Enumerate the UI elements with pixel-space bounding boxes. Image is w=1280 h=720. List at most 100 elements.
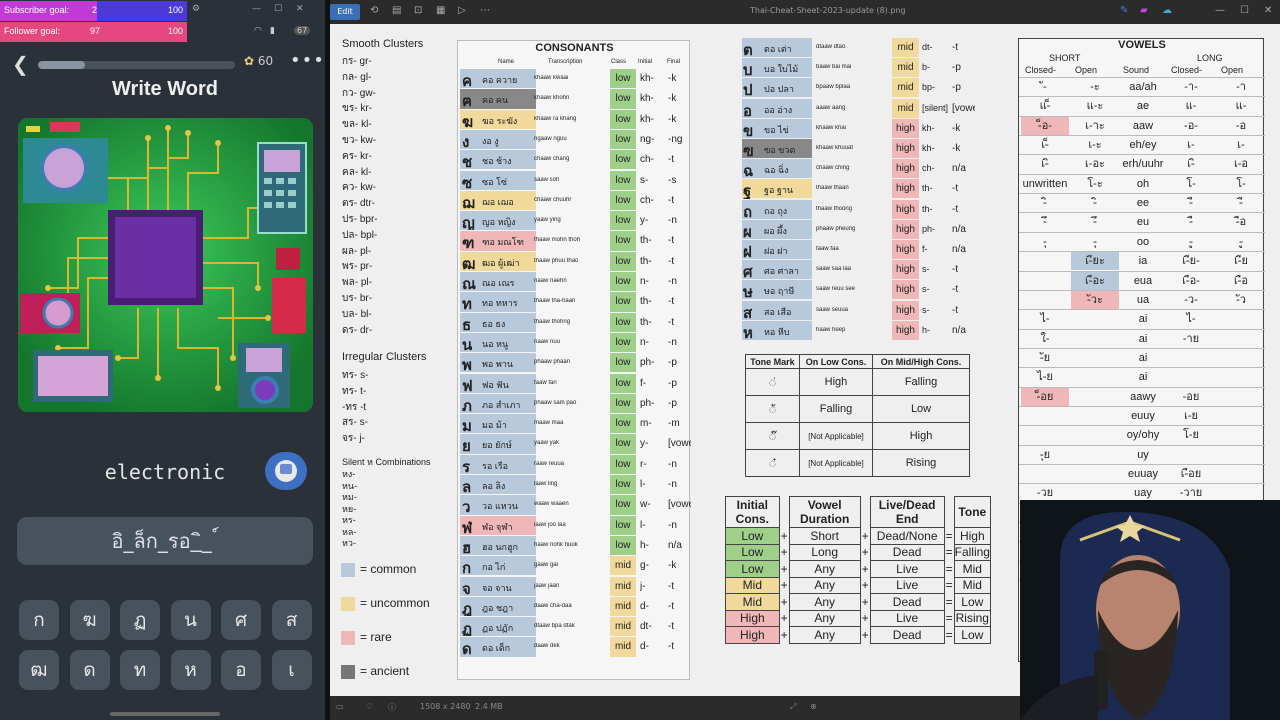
consonant-transcription: chaaw ching [816,165,850,172]
vowel-cell: -ี [1239,197,1243,210]
keyboard-key[interactable]: เ [271,650,312,690]
consonant-letter: ท [462,296,472,312]
minimize-icon[interactable]: — [252,4,261,14]
zoom-icon[interactable]: ⊕ [810,702,817,711]
consonant-class: high [892,118,919,138]
consonant-initial: h- [640,539,649,551]
rule-operator: + [861,594,869,609]
consonant-letter: ญ [462,215,475,231]
consonant-final: -p [952,62,961,74]
keyboard-key[interactable]: ท [120,650,160,690]
back-arrow-icon[interactable]: ❮ [12,52,29,76]
consonant-name: ฏอ ปฏัก [482,623,514,634]
consonant-transcription: raaw reuua [534,460,565,467]
audio-play-button[interactable] [265,452,307,490]
keyboard-key[interactable]: ส [271,600,312,640]
vowel-cell: -ือ [1235,216,1247,229]
consonant-class: mid [610,637,636,657]
consonant-letter: บ [743,62,753,79]
rule-operator: + [780,528,788,543]
consonant-final: -ng [668,133,683,145]
answer-field[interactable]: อิ_ล็ก_รอ_ิ_ ์ [17,517,313,565]
consonant-name: ออ อ่าง [764,104,793,115]
minimize-window-icon[interactable]: — [1215,5,1225,16]
vowel-cell [1217,407,1265,425]
tone-header: On Low Cons. [798,354,874,369]
delete-icon[interactable]: ▤ [392,5,402,16]
vowel-cell: -ัวะ [1071,290,1119,310]
consonant-row: ส สอ เสือ saaw seuua high s- -t [740,300,975,321]
keyboard-key[interactable]: ศ [221,600,261,640]
vowel-cell: -ู [1239,235,1243,248]
vowel-cell: -อ [1235,119,1247,132]
keyboard-key[interactable]: อ [221,650,261,690]
fit-icon[interactable]: ⤢ [790,702,797,711]
close-icon[interactable]: ✕ [296,4,304,14]
slideshow-icon[interactable]: ▷ [458,5,466,16]
consonant-transcription: khaaw kwaai [534,75,569,81]
keyboard-key[interactable]: ฏ [120,600,160,640]
info-circle-icon[interactable]: ⓘ [388,703,396,712]
consonant-letter: ฬ [462,519,473,535]
consonant-final: -n [668,519,677,531]
share-icon[interactable]: ▰ [1140,5,1148,16]
consonant-class: mid [892,38,919,57]
maximize-icon[interactable]: ☐ [274,4,283,14]
consonant-transcription: faaw fan [534,379,557,386]
webcam-overlay [1020,500,1280,720]
consonant-name: ฐอ ฐาน [764,185,794,196]
consonant-class: low [610,454,636,474]
keyboard-key[interactable]: ฒ [19,650,59,690]
vowel-cell [1167,446,1215,464]
keyboard-key[interactable]: ฆ [69,600,110,640]
consonant-row: ก กอ ไก่ gaaw gai mid g- -k [458,556,691,576]
consonant-initial: s- [640,174,649,186]
consonant-letter: ล [462,479,472,495]
gem-count: 60 [257,54,274,68]
cloud-icon[interactable]: ☁ [1162,5,1172,16]
tone-cell: High [798,368,874,396]
edit-button[interactable]: Edit [330,4,360,20]
gallery-icon[interactable]: ▦ [436,5,446,16]
crop-icon[interactable]: ⊡ [414,5,423,16]
more-options-icon[interactable]: ••• [290,50,325,71]
consonant-letter: ฑ [462,235,475,251]
more-icon[interactable]: ⋯ [480,5,490,16]
consonant-letter: อ [743,102,753,119]
consonant-transcription: maaw maa [534,420,564,427]
consonant-final: -t [952,304,959,316]
vowel-cell: โ-ะ [1087,177,1103,190]
consonant-transcription: phaaw pheung [816,225,856,232]
consonant-class: low [610,272,636,292]
info-icon[interactable]: ▭ [336,702,344,711]
keyboard-key[interactable]: ด [69,650,110,690]
pen-icon[interactable]: ✎ [1120,5,1129,16]
vowel-row: -ุย uy [1019,444,1265,464]
consonant-initial: s- [922,284,930,295]
consonant-letter: ค [462,73,473,89]
irregular-item: จร- j- [342,433,365,445]
close-window-icon[interactable]: ✕ [1264,5,1273,16]
vowel-cell: -วาย [1179,487,1203,500]
consonant-initial: w- [640,499,651,511]
favorite-icon[interactable]: ♡ [366,702,374,711]
cluster-item: กร- gr- [342,56,372,67]
maximize-window-icon[interactable]: ☐ [1240,5,1249,16]
cluster-item: ขร- kr- [342,103,372,115]
consonant-name: ชอ ช้าง [482,156,512,167]
keyboard-key[interactable]: น [170,600,211,640]
consonant-name: ญอ หญิง [482,217,516,228]
keyboard-key[interactable]: ก [19,600,59,640]
keyboard-key[interactable]: ห [170,650,211,690]
consonant-letter: ฝ [743,244,752,260]
scrollbar[interactable] [110,712,220,716]
consonant-transcription: saaw saa laa [816,266,852,273]
vowel-cell [1167,349,1215,367]
settings-icon[interactable]: ⚙ [192,4,201,14]
consonant-cell [742,78,812,98]
rotate-icon[interactable]: ⟲ [370,5,379,16]
viewer-toolbar: Edit ⟲ ▤ ⊡ ▦ ▷ ⋯ Thai-Cheat-Sheet-2023-u… [330,0,1280,24]
cons-header: Transcription [548,59,583,65]
consonant-class: low [610,312,636,332]
consonant-initial: kh- [922,143,935,153]
